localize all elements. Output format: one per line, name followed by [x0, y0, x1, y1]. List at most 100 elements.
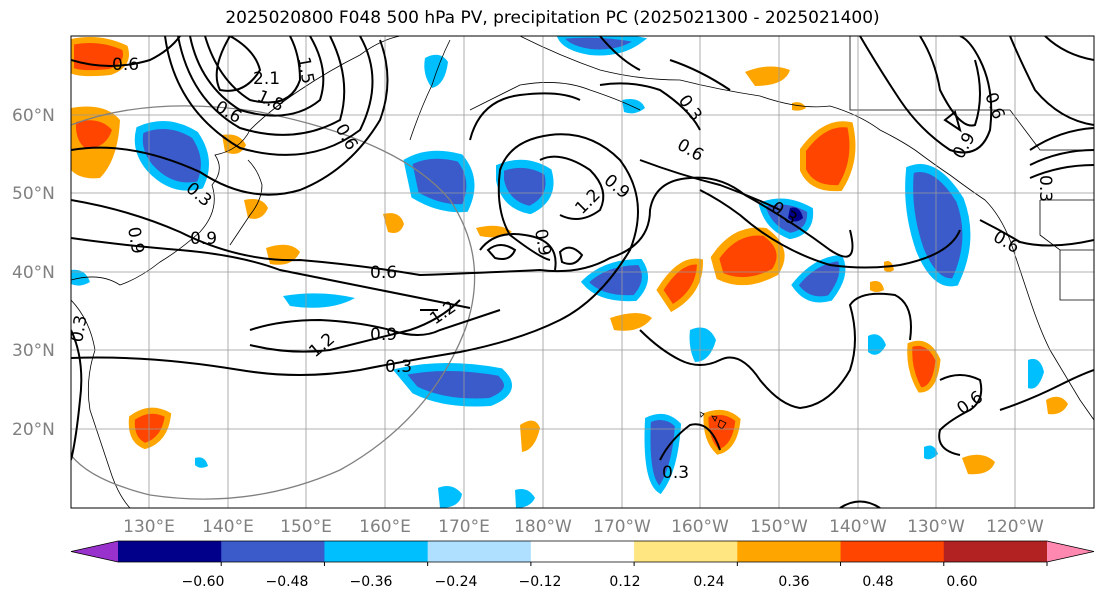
precip-negative-patch [924, 445, 938, 460]
contour-label: 0.3 [1035, 175, 1055, 202]
precip-positive-patch [710, 227, 785, 286]
precip-negative-patch [556, 36, 648, 56]
precip-positive-patch [792, 102, 806, 111]
pv-contour [839, 500, 881, 508]
lat-label: 30°N [12, 341, 55, 361]
lon-label: 170°W [593, 517, 651, 537]
pv-contour [919, 36, 981, 127]
lat-label: 40°N [12, 263, 55, 283]
precip-positive-patch [71, 37, 129, 77]
coastlines [71, 36, 1094, 508]
lon-label: 150°W [750, 517, 808, 537]
precip-positive-patch [870, 281, 884, 292]
colorbar-segment [427, 541, 532, 562]
pv-contour [539, 155, 605, 220]
lon-label: 150°E [280, 517, 332, 537]
pv-contour [558, 246, 584, 265]
longitude-labels: 130°E 140°E 150°E 160°E 170°E 180°W 170°… [123, 517, 1044, 537]
colorbar-segment [530, 541, 635, 562]
pv-contours [71, 36, 1094, 508]
precip-negative-patch [496, 159, 554, 215]
contour-label: 1.5 [293, 55, 317, 85]
colorbar-extend-min [71, 541, 118, 562]
pv-contour [1009, 36, 1094, 126]
pv-contour [659, 423, 721, 461]
precip-positive-patch [128, 407, 172, 450]
precip-negative-patch [195, 457, 208, 468]
lat-label: 60°N [12, 106, 55, 126]
precip-negative-patch [424, 54, 448, 88]
colorbar-segment [118, 541, 222, 562]
precip-shading [71, 36, 1068, 508]
precip-positive-patch [520, 420, 540, 452]
precip-positive-patch [610, 313, 652, 331]
lon-label: 120°W [986, 517, 1044, 537]
precip-negative-patch [689, 327, 716, 362]
pv-contour [599, 82, 701, 131]
contour-label: 0.6 [370, 263, 397, 283]
pv-contour [469, 92, 581, 141]
lon-label: 140°W [829, 517, 887, 537]
pv-contour [71, 133, 639, 376]
pv-contour [1029, 127, 1094, 151]
pv-contour [189, 36, 325, 117]
precip-negative-patch [515, 489, 535, 508]
precip-positive-patch [962, 454, 995, 475]
precip-negative-patch [788, 207, 803, 222]
colorbar-segment [737, 541, 842, 562]
colorbar-segment [840, 541, 945, 562]
pv-contour [859, 36, 993, 154]
pv-contour [71, 176, 854, 277]
contour-label: 0.9 [123, 225, 147, 255]
pv-contour [599, 36, 641, 71]
colorbar-segment [634, 541, 738, 562]
lon-label: 180°W [514, 517, 572, 537]
pv-contour [699, 189, 961, 269]
colorbar-tick-label: 0.48 [862, 574, 893, 590]
country-borders [849, 36, 1094, 301]
pv-contour [999, 369, 1094, 411]
contour-label: 0.3 [385, 357, 412, 377]
map-title: 2025020800 F048 500 hPa PV, precipitatio… [225, 8, 880, 28]
colorbar [70, 540, 1095, 566]
pv-contour [1044, 36, 1094, 61]
contour-label: 0.9 [530, 227, 554, 257]
pv-contour [204, 36, 302, 104]
pv-contour [943, 110, 962, 133]
contour-label: 0.3 [67, 314, 91, 344]
colorbar-segment [943, 541, 1048, 562]
precip-positive-patch [244, 199, 268, 219]
lat-label: 20°N [12, 420, 55, 440]
pv-contour [979, 219, 1094, 247]
lon-label: 160°E [359, 517, 411, 537]
contour-label: 0.9 [370, 325, 397, 345]
pv-contour [249, 309, 501, 336]
lon-label: 140°E [202, 517, 254, 537]
pv-contour [71, 39, 389, 196]
pv-contour [249, 299, 461, 353]
precip-positive-patch [1046, 396, 1068, 415]
pv-contour [71, 329, 83, 461]
precip-negative-patch [791, 254, 846, 303]
pv-contour [639, 292, 912, 410]
pv-contour [1029, 149, 1094, 166]
pv-contour [486, 244, 517, 260]
range-ring [71, 105, 476, 500]
lon-label: 170°E [438, 517, 490, 537]
colorbar-tick-label: 0.36 [778, 574, 809, 590]
pv-contour [1029, 164, 1094, 179]
colorbar-tick-label: −0.12 [519, 574, 562, 590]
precip-negative-patch [134, 121, 209, 191]
pv-contour [177, 36, 346, 136]
contour-label: 0.6 [112, 55, 139, 75]
colorbar-tick-label: 0.60 [946, 574, 977, 590]
colorbar-outline [70, 540, 1095, 563]
precip-positive-patch [703, 409, 741, 455]
precip-negative-patch [438, 486, 462, 508]
precip-positive-patch [75, 120, 112, 149]
contour-label: 0.3 [662, 463, 689, 483]
lon-label: 130°W [907, 517, 965, 537]
pv-contour [669, 59, 731, 91]
map-frame [70, 35, 1095, 509]
